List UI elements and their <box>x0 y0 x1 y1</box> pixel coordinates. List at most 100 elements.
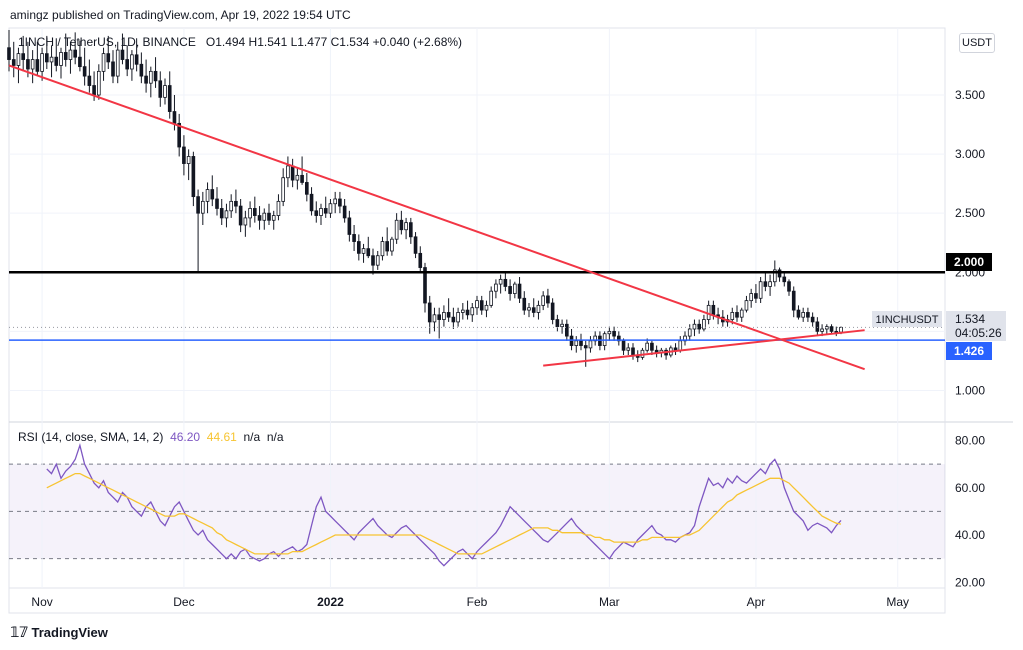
candle-up <box>295 174 300 181</box>
candle-down <box>257 215 262 221</box>
candle-up <box>276 200 281 216</box>
candle-down <box>191 156 196 198</box>
rsi-tick-label: 60.00 <box>955 481 985 495</box>
tradingview-logo-icon: 𝟙𝟟 <box>10 624 29 640</box>
candle-down <box>153 70 158 82</box>
candle-up <box>271 215 276 221</box>
candle-down <box>810 316 815 323</box>
candle-down <box>347 217 352 235</box>
candle-down <box>565 323 569 337</box>
candle-up <box>758 281 763 299</box>
candle-down <box>612 330 616 337</box>
candle-up <box>432 314 437 323</box>
candle-down <box>290 165 295 181</box>
candle-down <box>796 309 801 318</box>
candle-down <box>323 208 328 214</box>
candle-down <box>763 281 768 287</box>
candle-up <box>130 54 134 70</box>
candle-up <box>470 307 475 316</box>
candle-down <box>21 53 25 60</box>
candle-down <box>479 300 484 311</box>
candle-down <box>356 241 361 254</box>
candle-up <box>328 203 333 214</box>
symbol-title[interactable]: 1INCH / TetherUS, 1D, BINANCE <box>18 35 196 49</box>
currency-button[interactable]: USDT <box>959 33 995 53</box>
tradingview-footer[interactable]: 𝟙𝟟 TradingView <box>10 624 108 641</box>
rsi-legend[interactable]: RSI (14, close, SMA, 14, 2) 46.20 44.61 … <box>18 430 284 444</box>
candle-down <box>267 212 271 221</box>
candle-down <box>423 267 427 304</box>
candle-up <box>456 312 460 323</box>
candle-down <box>219 208 224 219</box>
candle-down <box>408 222 413 238</box>
candle-down <box>385 241 390 252</box>
candle-up <box>749 293 753 302</box>
candle-up <box>163 85 167 98</box>
candle-up <box>286 165 290 179</box>
candle-up <box>527 307 531 311</box>
candle-up <box>390 238 394 252</box>
candle-up <box>205 189 210 202</box>
time-tick-label: Nov <box>31 595 52 609</box>
candle-down <box>177 122 182 148</box>
candle-down <box>158 80 163 98</box>
candle-up <box>375 255 380 266</box>
candle-up <box>645 342 649 351</box>
candle-up <box>200 200 205 214</box>
trendline <box>8 64 865 371</box>
candle-up <box>148 70 153 84</box>
candle-up <box>498 278 503 285</box>
rsi-na-2: n/a <box>266 430 284 444</box>
candle-down <box>631 347 635 356</box>
candle-down <box>465 309 470 316</box>
candle-up <box>536 304 541 313</box>
ohlc-values: O1.494 H1.541 L1.477 C1.534 +0.040 (+2.6… <box>205 35 463 49</box>
candle-down <box>73 49 77 58</box>
symbol-legend[interactable]: 1INCH / TetherUS, 1D, BINANCE O1.494 H1.… <box>18 35 462 49</box>
rsi-line <box>46 442 842 567</box>
candle-down <box>550 302 555 320</box>
time-tick-label: Dec <box>173 595 194 609</box>
candle-down <box>196 196 200 214</box>
price-tick-label: 1.000 <box>955 383 985 397</box>
candle-down <box>338 198 342 207</box>
candle-up <box>678 340 683 351</box>
candle-down <box>697 323 701 330</box>
candle-up <box>115 49 120 77</box>
time-tick-label: Feb <box>467 595 488 609</box>
candle-down <box>621 340 626 351</box>
rsi-sma-line <box>46 472 842 555</box>
candle-down <box>437 314 442 320</box>
candle-up <box>30 59 35 70</box>
candle-down <box>735 312 739 318</box>
candle-up <box>68 49 73 60</box>
last-price-label: 1.534 <box>955 312 985 326</box>
candle-up <box>588 340 593 349</box>
candle-up <box>541 295 545 306</box>
candle-down <box>300 174 304 183</box>
candle-down <box>45 53 49 63</box>
candle-down <box>754 293 758 299</box>
ticker-label: 1INCHUSDT <box>876 314 939 326</box>
candle-down <box>210 189 215 200</box>
candle-down <box>517 283 522 299</box>
candle-down <box>167 85 172 112</box>
candle-down <box>413 236 418 254</box>
candle-up <box>687 328 692 337</box>
candle-up <box>460 309 465 313</box>
candle-up <box>739 309 744 318</box>
candle-down <box>309 193 314 212</box>
price-tick-label: 3.500 <box>955 88 985 102</box>
rsi-title[interactable]: RSI (14, close, SMA, 14, 2) <box>18 430 164 444</box>
candle-up <box>494 283 498 292</box>
candle-up <box>820 328 824 332</box>
candle-down <box>234 200 238 207</box>
candle-down <box>531 307 536 313</box>
candle-up <box>59 52 63 66</box>
candle-down <box>92 85 96 96</box>
level-1426-label: 1.426 <box>954 344 984 358</box>
rsi-na-1: n/a <box>243 430 261 444</box>
price-tick-label: 3.000 <box>955 147 985 161</box>
candle-down <box>182 146 186 164</box>
